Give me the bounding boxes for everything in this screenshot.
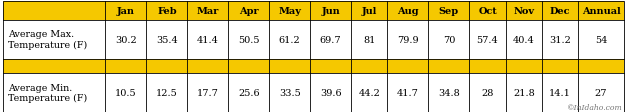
Text: Jun: Jun	[321, 7, 340, 16]
Text: Dec: Dec	[550, 7, 571, 16]
Text: 12.5: 12.5	[156, 88, 178, 97]
Text: Oct: Oct	[478, 7, 497, 16]
Text: 61.2: 61.2	[279, 35, 300, 44]
Text: 50.5: 50.5	[238, 35, 260, 44]
Text: 14.1: 14.1	[549, 88, 571, 97]
Text: 10.5: 10.5	[115, 88, 137, 97]
Text: Average Min.
Temperature (F): Average Min. Temperature (F)	[8, 83, 88, 102]
Text: 27: 27	[595, 88, 608, 97]
Text: 54: 54	[595, 35, 608, 44]
Text: Aug: Aug	[397, 7, 419, 16]
Text: Feb: Feb	[157, 7, 177, 16]
Bar	[3, 20, 624, 59]
Text: Apr: Apr	[239, 7, 258, 16]
Text: Mar: Mar	[197, 7, 219, 16]
Text: Jul: Jul	[362, 7, 377, 16]
Text: Annual: Annual	[582, 7, 621, 16]
Text: 21.8: 21.8	[513, 88, 535, 97]
Text: 30.2: 30.2	[115, 35, 137, 44]
Text: 41.7: 41.7	[397, 88, 419, 97]
Text: Nov: Nov	[514, 7, 534, 16]
Bar	[3, 73, 624, 112]
Text: 25.6: 25.6	[238, 88, 260, 97]
Text: 79.9: 79.9	[397, 35, 419, 44]
Text: 40.4: 40.4	[513, 35, 535, 44]
Text: 31.2: 31.2	[549, 35, 571, 44]
Text: 34.8: 34.8	[438, 88, 460, 97]
Text: 41.4: 41.4	[197, 35, 219, 44]
Text: 39.6: 39.6	[320, 88, 342, 97]
Text: Jan: Jan	[117, 7, 135, 16]
Bar	[3, 2, 624, 20]
Bar	[3, 59, 624, 73]
Text: ©InIdaho.com: ©InIdaho.com	[567, 103, 623, 111]
Text: May: May	[278, 7, 301, 16]
Text: 33.5: 33.5	[279, 88, 300, 97]
Text: Average Max.
Temperature (F): Average Max. Temperature (F)	[8, 30, 88, 50]
Text: 28: 28	[482, 88, 493, 97]
Text: 44.2: 44.2	[359, 88, 380, 97]
Text: 70: 70	[443, 35, 455, 44]
Text: 69.7: 69.7	[320, 35, 342, 44]
Text: Sep: Sep	[439, 7, 459, 16]
Text: 35.4: 35.4	[156, 35, 178, 44]
Text: 81: 81	[363, 35, 376, 44]
Text: 17.7: 17.7	[197, 88, 219, 97]
Text: 57.4: 57.4	[477, 35, 498, 44]
